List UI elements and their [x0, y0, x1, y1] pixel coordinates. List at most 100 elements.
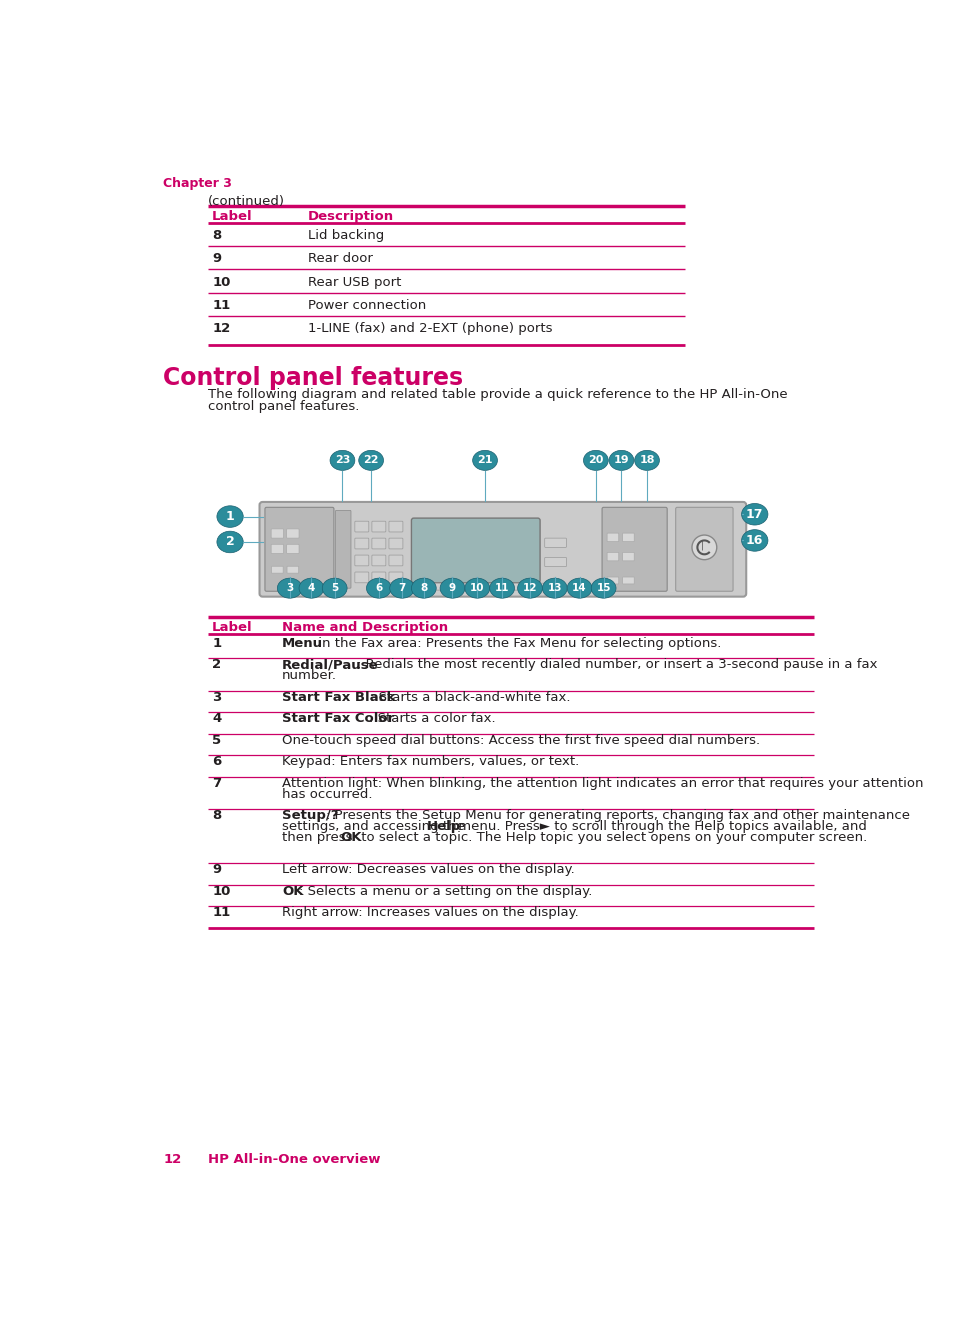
Ellipse shape	[390, 579, 415, 598]
Text: HP All-in-One overview: HP All-in-One overview	[208, 1153, 380, 1166]
FancyBboxPatch shape	[606, 577, 618, 584]
Text: Attention light: When blinking, the attention light indicates an error that requ: Attention light: When blinking, the atte…	[282, 777, 923, 790]
Text: 14: 14	[572, 583, 586, 593]
FancyBboxPatch shape	[259, 502, 745, 597]
Text: Help: Help	[427, 820, 461, 834]
Ellipse shape	[216, 506, 243, 527]
Text: settings, and accessing the: settings, and accessing the	[282, 820, 469, 834]
Text: 19: 19	[613, 456, 629, 465]
Text: Power connection: Power connection	[307, 299, 425, 312]
Text: 4: 4	[212, 712, 221, 725]
Text: : Starts a color fax.: : Starts a color fax.	[369, 712, 496, 725]
Ellipse shape	[472, 450, 497, 470]
Ellipse shape	[583, 450, 608, 470]
Ellipse shape	[608, 450, 633, 470]
Ellipse shape	[634, 450, 659, 470]
Text: 3: 3	[286, 583, 294, 593]
Text: Rear door: Rear door	[307, 252, 372, 266]
Text: control panel features.: control panel features.	[208, 399, 359, 412]
Text: 7: 7	[398, 583, 405, 593]
FancyBboxPatch shape	[606, 534, 618, 542]
Text: 1-LINE (fax) and 2-EXT (phone) ports: 1-LINE (fax) and 2-EXT (phone) ports	[307, 322, 552, 334]
FancyBboxPatch shape	[372, 522, 385, 532]
Ellipse shape	[740, 530, 767, 551]
Ellipse shape	[330, 450, 355, 470]
FancyBboxPatch shape	[424, 583, 447, 590]
Ellipse shape	[464, 579, 489, 598]
Text: Label: Label	[212, 621, 253, 634]
Text: Start Fax Black: Start Fax Black	[282, 691, 395, 704]
Text: 9: 9	[212, 252, 221, 266]
Text: 12: 12	[163, 1153, 181, 1166]
Ellipse shape	[358, 450, 383, 470]
Ellipse shape	[216, 531, 243, 552]
Text: Description: Description	[307, 210, 394, 223]
Ellipse shape	[411, 579, 436, 598]
FancyBboxPatch shape	[544, 557, 566, 567]
Ellipse shape	[591, 579, 616, 598]
Text: (continued): (continued)	[208, 194, 285, 207]
Text: Left arrow: Decreases values on the display.: Left arrow: Decreases values on the disp…	[282, 863, 574, 876]
Text: 16: 16	[745, 534, 762, 547]
FancyBboxPatch shape	[372, 555, 385, 565]
Text: OK: OK	[282, 885, 303, 898]
Text: has occurred.: has occurred.	[282, 787, 372, 801]
FancyBboxPatch shape	[544, 538, 566, 547]
FancyBboxPatch shape	[355, 572, 369, 583]
FancyBboxPatch shape	[272, 567, 283, 573]
FancyBboxPatch shape	[622, 552, 634, 561]
Text: number.: number.	[282, 668, 336, 682]
Text: menu. Press► to scroll through the Help topics available, and: menu. Press► to scroll through the Help …	[453, 820, 865, 834]
Text: 8: 8	[419, 583, 427, 593]
Text: to select a topic. The Help topic you select opens on your computer screen.: to select a topic. The Help topic you se…	[356, 831, 866, 844]
Text: 10: 10	[212, 276, 231, 288]
Text: 13: 13	[547, 583, 561, 593]
Text: Start Fax Color: Start Fax Color	[282, 712, 394, 725]
Circle shape	[691, 535, 716, 560]
Text: 11: 11	[212, 906, 231, 919]
FancyBboxPatch shape	[601, 507, 666, 592]
Ellipse shape	[298, 579, 323, 598]
FancyBboxPatch shape	[622, 534, 634, 542]
FancyBboxPatch shape	[355, 538, 369, 550]
Text: Right arrow: Increases values on the display.: Right arrow: Increases values on the dis…	[282, 906, 578, 919]
Ellipse shape	[489, 579, 514, 598]
Text: 2: 2	[212, 658, 221, 671]
Text: 7: 7	[212, 777, 221, 790]
Text: in the Fax area: Presents the Fax Menu for selecting options.: in the Fax area: Presents the Fax Menu f…	[314, 637, 720, 650]
Text: 22: 22	[363, 456, 378, 465]
Ellipse shape	[567, 579, 592, 598]
FancyBboxPatch shape	[478, 583, 501, 590]
Text: 1: 1	[212, 637, 221, 650]
Text: then press: then press	[282, 831, 356, 844]
Text: 6: 6	[212, 756, 221, 769]
FancyBboxPatch shape	[286, 544, 298, 553]
FancyBboxPatch shape	[355, 555, 369, 565]
Ellipse shape	[366, 579, 391, 598]
Text: 9: 9	[212, 863, 221, 876]
FancyBboxPatch shape	[389, 522, 402, 532]
Text: 3: 3	[212, 691, 221, 704]
Text: The following diagram and related table provide a quick reference to the HP All-: The following diagram and related table …	[208, 388, 787, 402]
FancyBboxPatch shape	[389, 538, 402, 550]
Text: : Selects a menu or a setting on the display.: : Selects a menu or a setting on the dis…	[298, 885, 592, 898]
Text: : Presents the Setup Menu for generating reports, changing fax and other mainten: : Presents the Setup Menu for generating…	[325, 810, 909, 822]
FancyBboxPatch shape	[271, 528, 283, 538]
Text: Control panel features: Control panel features	[163, 366, 463, 391]
Text: : Starts a black-and-white fax.: : Starts a black-and-white fax.	[370, 691, 570, 704]
FancyBboxPatch shape	[622, 577, 634, 584]
FancyBboxPatch shape	[335, 510, 351, 588]
Text: Redial/Pause: Redial/Pause	[282, 658, 378, 671]
Text: 9: 9	[449, 583, 456, 593]
Text: 1: 1	[226, 510, 234, 523]
FancyBboxPatch shape	[389, 572, 402, 583]
Text: 10: 10	[212, 885, 231, 898]
Text: 5: 5	[212, 733, 221, 746]
FancyBboxPatch shape	[271, 544, 283, 553]
Text: 12: 12	[522, 583, 537, 593]
Text: Menu: Menu	[282, 637, 323, 650]
Text: 8: 8	[212, 230, 221, 242]
Ellipse shape	[439, 579, 464, 598]
FancyBboxPatch shape	[286, 528, 298, 538]
Text: One-touch speed dial buttons: Access the first five speed dial numbers.: One-touch speed dial buttons: Access the…	[282, 733, 760, 746]
